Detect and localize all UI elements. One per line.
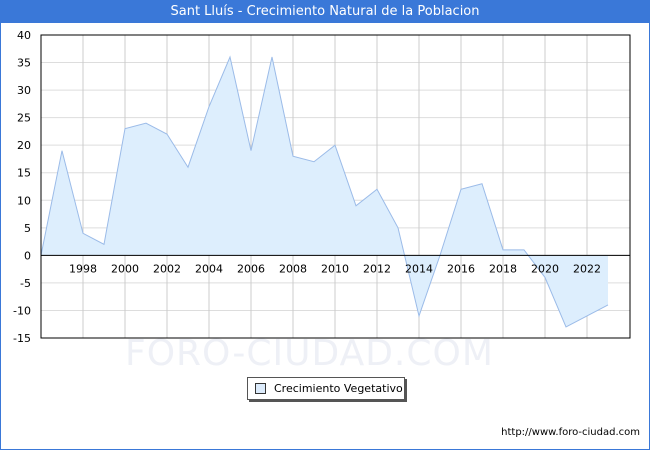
- y-tick-label: 25: [17, 112, 31, 125]
- area-fill: [41, 57, 608, 327]
- chart-title: Sant Lluís - Crecimiento Natural de la P…: [0, 0, 650, 23]
- x-tick-label: 2020: [531, 262, 559, 275]
- legend: Crecimiento Vegetativo: [247, 377, 405, 400]
- x-tick-label: 2022: [573, 262, 601, 275]
- y-tick-label: -15: [13, 332, 31, 345]
- x-tick-label: 1998: [69, 262, 97, 275]
- y-tick-label: 20: [17, 139, 31, 152]
- x-tick-label: 2016: [447, 262, 475, 275]
- legend-swatch: [255, 383, 266, 394]
- y-tick-label: -5: [20, 277, 31, 290]
- y-tick-label: -10: [13, 304, 31, 317]
- x-tick-label: 2000: [111, 262, 139, 275]
- x-tick-label: 2006: [237, 262, 265, 275]
- legend-label: Crecimiento Vegetativo: [274, 382, 403, 395]
- x-tick-label: 2008: [279, 262, 307, 275]
- x-tick-label: 2004: [195, 262, 223, 275]
- source-url[interactable]: http://www.foro-ciudad.com: [501, 427, 640, 438]
- y-tick-label: 40: [17, 29, 31, 42]
- watermark: FORO-CIUDAD.COM: [125, 333, 494, 374]
- plot-border: [40, 34, 631, 339]
- y-tick-label: 30: [17, 84, 31, 97]
- y-tick-label: 0: [24, 249, 31, 262]
- y-tick-label: 35: [17, 57, 31, 70]
- x-tick-label: 2010: [321, 262, 349, 275]
- x-tick-label: 2018: [489, 262, 517, 275]
- x-tick-label: 2012: [363, 262, 391, 275]
- x-tick-label: 2014: [405, 262, 433, 275]
- x-tick-label: 2002: [153, 262, 181, 275]
- y-tick-label: 10: [17, 194, 31, 207]
- y-tick-label: 5: [24, 222, 31, 235]
- y-tick-label: 15: [17, 167, 31, 180]
- series-line: [40, 55, 609, 328]
